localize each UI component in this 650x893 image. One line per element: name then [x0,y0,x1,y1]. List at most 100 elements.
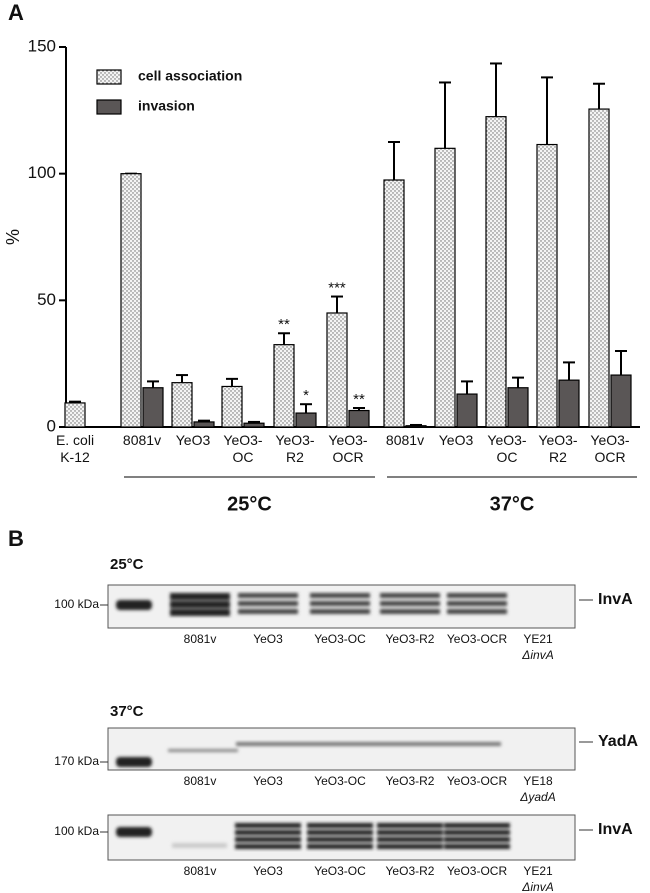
lane-label: 8081v [184,774,217,788]
legend-swatch [96,99,122,115]
lane-deletion: ΔyadA [519,790,555,804]
band [116,757,152,767]
lane-label: YeO3 [253,632,283,646]
lane-label: YE18 [523,774,553,788]
band [235,837,301,842]
blot-temperature: 37°C [110,703,144,720]
bar [405,425,427,428]
bar [558,379,580,428]
band [307,830,373,835]
x-tick-label: 8081v [123,432,161,448]
band [116,827,152,837]
bar [326,312,348,428]
band [447,601,507,606]
band [377,837,443,842]
protein-label: YadA [598,733,638,750]
bar [171,382,193,428]
blot-bands [116,823,510,849]
band [444,823,510,828]
marker-label: 100 kDa [54,824,99,838]
x-tick-label: YeO3-OC [223,432,263,465]
panel-label: B [8,526,24,551]
band [444,830,510,835]
band [238,609,298,614]
band [444,837,510,842]
bar [456,393,478,428]
band [116,600,152,610]
x-tick-label: YeO3-OCR [328,432,368,465]
band [307,837,373,842]
bar [243,422,265,428]
lane-label: YeO3-R2 [386,632,435,646]
panel-label: A [8,0,24,25]
legend-label: cell association [138,68,242,84]
legend-label: invasion [138,98,195,114]
lane-label: 8081v [184,864,217,878]
bar [193,421,215,428]
x-tick-label: YeO3-R2 [538,432,578,465]
bar [383,179,405,428]
significance: *** [328,280,346,297]
band [170,609,230,616]
lane-label: YeO3-R2 [386,774,435,788]
x-tick-label: YeO3 [176,432,211,448]
x-tick-label: YeO3-OC [487,432,527,465]
blot-temperature: 25°C [110,556,144,573]
lane-label: YeO3-R2 [386,864,435,878]
bar [64,402,86,428]
band [310,601,370,606]
band [307,823,373,828]
lane-label: YeO3 [253,774,283,788]
band [447,593,507,598]
lane-label: YeO3-OCR [447,864,508,878]
blot-bands [116,593,507,616]
band [310,593,370,598]
lane-label: YeO3-OC [314,774,366,788]
bar [273,344,295,428]
significance: * [303,387,309,404]
band [168,749,238,752]
band [235,830,301,835]
bar [536,143,558,428]
protein-label: InvA [598,591,633,608]
band [447,609,507,614]
bar [120,173,142,428]
y-tick-label: 0 [47,416,56,435]
lane-label: YeO3-OC [314,864,366,878]
bar [434,147,456,428]
band [238,593,298,598]
lane-deletion: ΔinvA [521,648,553,662]
significance: ** [278,316,290,333]
bar [348,409,370,428]
band [172,843,227,848]
bar [485,116,507,428]
band [380,593,440,598]
lane-label: YE21 [523,864,553,878]
bar [142,387,164,428]
band [380,601,440,606]
lane-label: 8081v [184,632,217,646]
band [238,601,298,606]
lane-label: YeO3-OCR [447,632,508,646]
marker-label: 170 kDa [54,754,99,768]
band [235,844,301,849]
bar [221,385,243,428]
band [236,742,501,746]
lane-deletion: ΔinvA [521,880,553,893]
protein-label: InvA [598,821,633,838]
marker-label: 100 kDa [54,597,99,611]
band [380,609,440,614]
bar [588,108,610,428]
y-tick-label: 50 [37,290,56,309]
lane-label: YeO3-OCR [447,774,508,788]
group-label: 37°C [490,493,535,515]
lane-label: YeO3 [253,864,283,878]
lane-label: YE21 [523,632,553,646]
bar [610,374,632,428]
band [377,844,443,849]
x-tick-label: YeO3-OCR [590,432,630,465]
band [310,609,370,614]
y-tick-label: 100 [28,163,56,182]
group-label: 25°C [227,493,272,515]
